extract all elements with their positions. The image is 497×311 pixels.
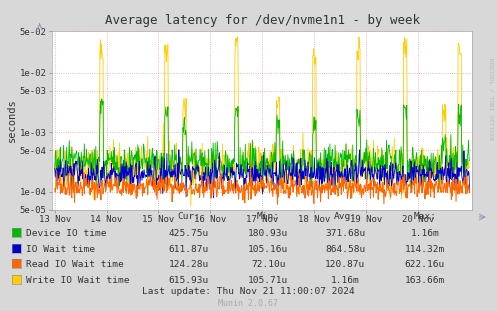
Text: 371.68u: 371.68u xyxy=(326,230,365,238)
Text: 611.87u: 611.87u xyxy=(169,245,209,254)
Text: 425.75u: 425.75u xyxy=(169,230,209,238)
Text: Cur:: Cur: xyxy=(177,212,200,221)
Text: 615.93u: 615.93u xyxy=(169,276,209,285)
Text: RRDTOOL / TOBI OETIKER: RRDTOOL / TOBI OETIKER xyxy=(488,58,493,141)
Text: Min:: Min: xyxy=(257,212,280,221)
Text: Device IO time: Device IO time xyxy=(26,230,106,238)
Text: 120.87u: 120.87u xyxy=(326,261,365,269)
Y-axis label: seconds: seconds xyxy=(7,99,17,142)
Text: 180.93u: 180.93u xyxy=(248,230,288,238)
Text: Read IO Wait time: Read IO Wait time xyxy=(26,261,124,269)
Text: Munin 2.0.67: Munin 2.0.67 xyxy=(219,299,278,308)
Text: Avg:: Avg: xyxy=(334,212,357,221)
Text: IO Wait time: IO Wait time xyxy=(26,245,95,254)
Text: 124.28u: 124.28u xyxy=(169,261,209,269)
Title: Average latency for /dev/nvme1n1 - by week: Average latency for /dev/nvme1n1 - by we… xyxy=(105,14,419,27)
Text: 1.16m: 1.16m xyxy=(331,276,360,285)
Text: 105.71u: 105.71u xyxy=(248,276,288,285)
Text: 622.16u: 622.16u xyxy=(405,261,445,269)
Text: 1.16m: 1.16m xyxy=(411,230,439,238)
Text: Last update: Thu Nov 21 11:00:07 2024: Last update: Thu Nov 21 11:00:07 2024 xyxy=(142,287,355,296)
Text: Max:: Max: xyxy=(414,212,436,221)
Text: 163.66m: 163.66m xyxy=(405,276,445,285)
Text: 114.32m: 114.32m xyxy=(405,245,445,254)
Text: 864.58u: 864.58u xyxy=(326,245,365,254)
Text: 72.10u: 72.10u xyxy=(251,261,286,269)
Text: 105.16u: 105.16u xyxy=(248,245,288,254)
Text: Write IO Wait time: Write IO Wait time xyxy=(26,276,129,285)
